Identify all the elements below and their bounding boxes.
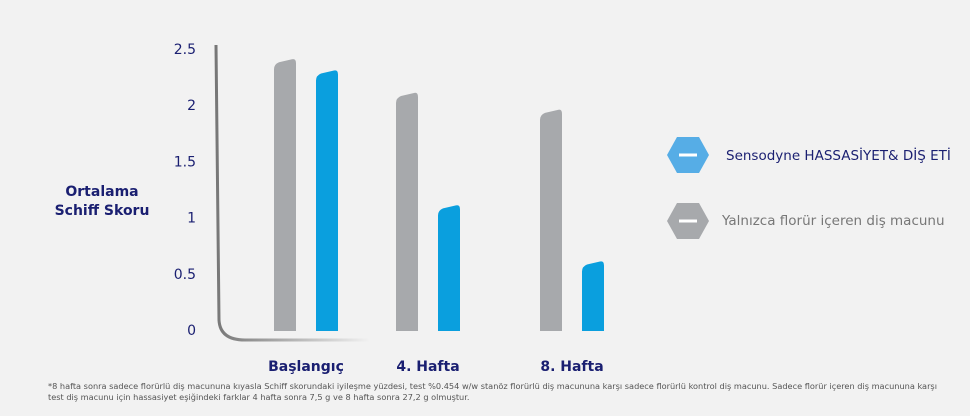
x-tick-label: 8. Hafta (540, 359, 603, 375)
legend-label: Sensodyne HASSASİYET& DİŞ ETİ (726, 146, 951, 164)
legend-label: Yalnızca florür içeren diş macunu (721, 213, 945, 229)
y-axis-label: Ortalama (65, 184, 138, 200)
axis-line (214, 44, 370, 342)
y-tick-label: 0.5 (174, 267, 196, 283)
x-tick-label: 4. Hafta (396, 359, 459, 375)
y-tick-label: 1.5 (174, 154, 196, 170)
y-axis-label: Schiff Skoru (55, 203, 150, 219)
y-tick-label: 1 (187, 211, 196, 227)
bar (396, 92, 418, 331)
y-tick-label: 0 (187, 323, 196, 339)
footnote: *8 hafta sonra sadece florürlü diş macun… (48, 381, 937, 402)
bar (582, 261, 604, 331)
x-tick-label: Başlangıç (268, 359, 344, 375)
chart: Ortalama Schiff Skoru Sensodyne HASSASİY… (55, 42, 951, 375)
bar (316, 70, 338, 331)
bar (540, 109, 562, 331)
bar (274, 59, 296, 331)
y-tick-label: 2.5 (174, 42, 196, 58)
y-tick-label: 2 (187, 98, 196, 114)
bar (438, 205, 460, 331)
